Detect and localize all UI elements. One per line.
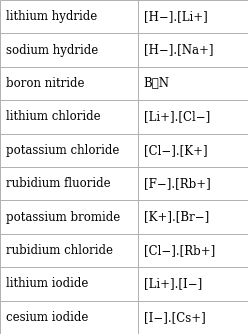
Text: [F−].[Rb+]: [F−].[Rb+] bbox=[144, 177, 211, 190]
Text: [H−].[Na+]: [H−].[Na+] bbox=[144, 44, 213, 56]
Text: [Cl−].[Rb+]: [Cl−].[Rb+] bbox=[144, 244, 215, 257]
Text: B⌗N: B⌗N bbox=[144, 77, 170, 90]
Text: [K+].[Br−]: [K+].[Br−] bbox=[144, 211, 209, 223]
Text: lithium hydride: lithium hydride bbox=[6, 10, 97, 23]
Text: lithium chloride: lithium chloride bbox=[6, 111, 101, 123]
Text: potassium bromide: potassium bromide bbox=[6, 211, 121, 223]
Text: sodium hydride: sodium hydride bbox=[6, 44, 98, 56]
Text: rubidium fluoride: rubidium fluoride bbox=[6, 177, 111, 190]
Text: [Li+].[Cl−]: [Li+].[Cl−] bbox=[144, 111, 210, 123]
Text: [Li+].[I−]: [Li+].[I−] bbox=[144, 278, 202, 290]
Text: [H−].[Li+]: [H−].[Li+] bbox=[144, 10, 208, 23]
Text: cesium iodide: cesium iodide bbox=[6, 311, 89, 324]
Text: [Cl−].[K+]: [Cl−].[K+] bbox=[144, 144, 208, 157]
Text: boron nitride: boron nitride bbox=[6, 77, 85, 90]
Text: lithium iodide: lithium iodide bbox=[6, 278, 89, 290]
Text: [I−].[Cs+]: [I−].[Cs+] bbox=[144, 311, 206, 324]
Text: potassium chloride: potassium chloride bbox=[6, 144, 120, 157]
Text: rubidium chloride: rubidium chloride bbox=[6, 244, 113, 257]
